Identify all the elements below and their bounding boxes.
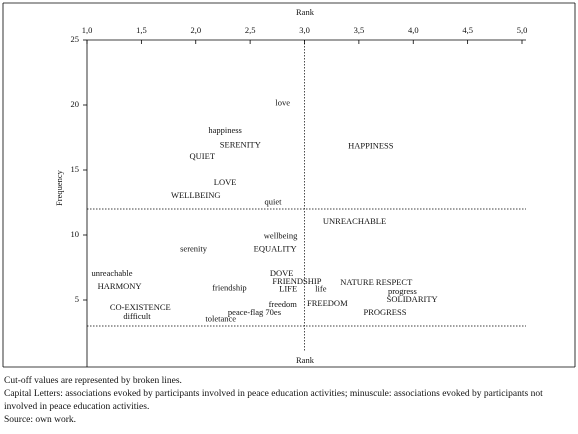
point-label: HAPPINESS [348,141,394,151]
x-tick-label: 5,0 [517,25,528,35]
x-tick-label: 3,5 [354,25,365,35]
point-label: UNREACHABLE [323,216,386,226]
point-label: peace-flag 70es [228,307,281,317]
point-label: EQUALITY [254,243,297,253]
note: Source: own work. [4,415,77,425]
y-tick-label: 15 [71,164,80,174]
point-label: unreachable [91,268,132,278]
point-label: LOVE [214,177,237,187]
chart: Rank Rank Frequency 1,0 1,5 2,0 2,5 3,0 3,5 4,… [2,2,576,368]
point-label: life [315,284,327,294]
point-label: FREEDOM [307,298,348,308]
y-tick-label: 25 [71,34,80,44]
y-tick-label: 20 [71,99,80,109]
point-label: toletance [205,313,236,323]
x-tick-label: 4,0 [408,25,419,35]
y-tick-label: 5 [75,294,79,304]
point-label: QUIET [190,151,216,161]
point-label: LIFE [279,284,297,294]
x-tick-label: 2,5 [245,25,256,35]
point-label: FRIENDSHIP [272,276,321,286]
point-label: quiet [264,196,282,206]
point-label: wellbeing [264,230,298,240]
x-tick-label: 4,5 [462,25,473,35]
point-label: happiness [208,125,242,135]
x-tick-label: 2,0 [190,25,201,35]
point-label: freedom [269,299,298,309]
point-label: difficult [123,311,151,321]
x-tick-label: 3,0 [299,25,310,35]
x-tick-label: 1,0 [82,25,93,35]
point-label: progress [388,286,417,296]
point-label: SERENITY [220,139,261,149]
point-label: SOLIDARITY [387,294,438,304]
point-label: PROGRESS [363,307,406,317]
x-tick-label: 1,5 [136,25,147,35]
point-label: serenity [180,243,208,253]
point-label: love [275,98,290,108]
x-axis-title: Rank [296,7,315,17]
note: Capital Letters: associations evoked by … [4,389,543,412]
x-axis-title-bottom: Rank [296,355,315,365]
point-label: friendship [212,282,246,292]
notes: Cut-off values are represented by broken… [4,375,572,427]
point-label: NATURE RESPECT [340,277,413,287]
y-axis-title: Frequency [54,169,64,206]
point-label: CO-EXISTENCE [110,302,171,312]
point-label: HARMONY [98,281,142,291]
point-label: WELLBEING [171,190,221,200]
y-tick-label: 10 [71,229,80,239]
note: Cut-off values are represented by broken… [4,376,182,386]
point-label: DOVE [270,268,294,278]
